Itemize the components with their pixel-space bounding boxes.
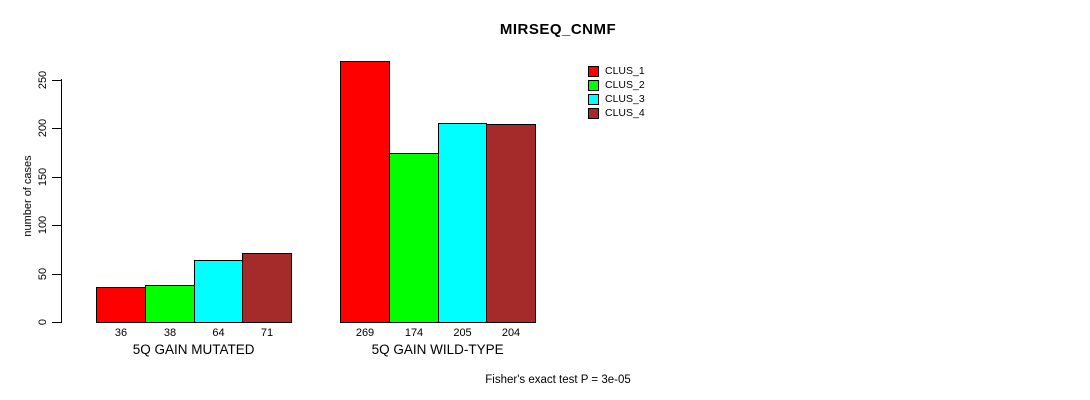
y-tick-label: 50 [37,267,49,281]
legend-swatch-clus_1 [588,65,599,77]
legend-item: CLUS_1 [588,64,645,78]
y-tick-label: 0 [37,318,49,326]
legend-item: CLUS_4 [588,106,645,120]
bar-value-label: 174 [404,327,424,339]
legend-item-label: CLUS_1 [605,65,645,77]
bar-value-label: 38 [163,327,177,339]
y-tick [52,274,61,275]
bar-value-label: 64 [212,327,225,339]
y-tick-label: 100 [37,215,49,235]
y-tick-label: 250 [37,70,49,90]
y-tick-label: 150 [37,167,49,187]
y-axis-label: number of cases [22,155,34,237]
legend-item-label: CLUS_3 [605,93,645,105]
bar-clus_2-group2 [389,153,439,323]
bar-clus_1-group2 [340,61,390,323]
x-group-label: 5Q GAIN MUTATED [132,342,255,357]
bar-clus_4-group1 [242,253,292,323]
legend-swatch-clus_3 [588,93,599,105]
legend-item-label: CLUS_4 [605,107,645,119]
y-tick-label: 200 [37,118,49,138]
bar-value-label: 36 [114,327,128,339]
fisher-test-annotation: Fisher's exact test P = 3e-05 [485,374,631,386]
y-tick [52,128,61,129]
y-axis-line [61,79,62,323]
x-group-label: 5Q GAIN WILD-TYPE [371,342,504,357]
y-tick [52,322,61,323]
y-tick [52,177,61,178]
legend: CLUS_1 CLUS_2 CLUS_3 CLUS_4 [588,64,645,120]
y-tick [52,225,61,226]
y-tick [52,80,61,81]
bar-value-label: 204 [501,327,521,339]
bar-clus_3-group1 [194,260,243,323]
bar-value-label: 269 [355,327,375,339]
legend-item-label: CLUS_2 [605,79,645,91]
bar-clus_2-group1 [145,285,195,323]
legend-swatch-clus_2 [588,79,599,91]
bar-value-label: 205 [453,327,472,339]
legend-swatch-clus_4 [588,107,599,119]
chart-title: MIRSEQ_CNMF [499,21,617,38]
bar-clus_1-group1 [96,287,146,323]
bar-value-label: 71 [260,327,274,339]
bar-clus_4-group2 [486,124,536,323]
bar-clus_3-group2 [438,123,487,323]
legend-item: CLUS_3 [588,92,645,106]
legend-item: CLUS_2 [588,78,645,92]
